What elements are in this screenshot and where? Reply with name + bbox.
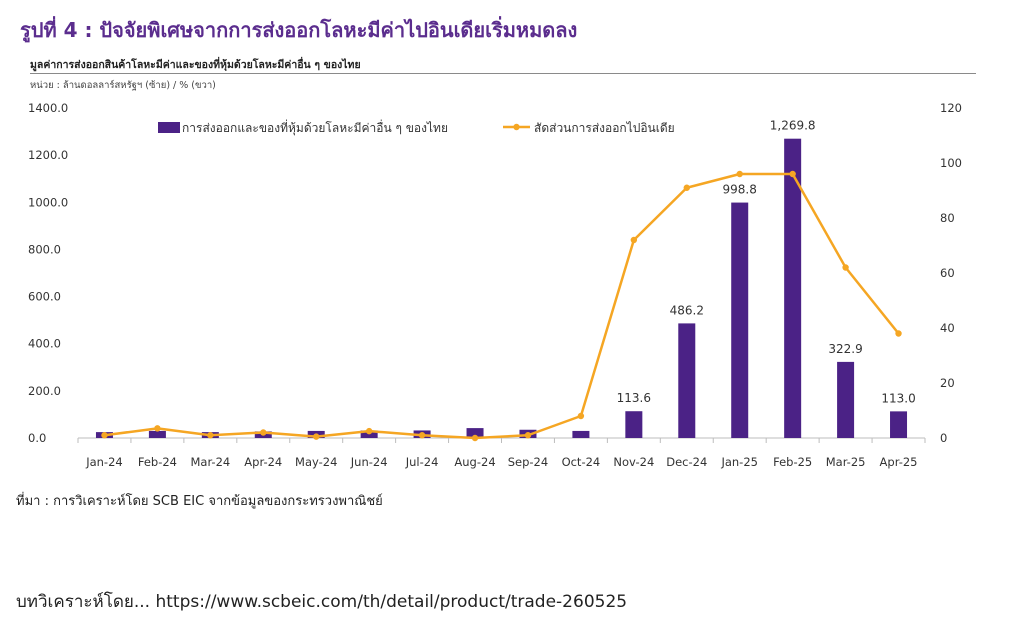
- bar: [731, 202, 749, 438]
- y-left-tick-label: 600.0: [28, 290, 61, 304]
- line-point: [471, 434, 479, 442]
- x-tick-label: Mar-24: [190, 455, 230, 469]
- line-point: [524, 432, 532, 439]
- x-tick-label: Sep-24: [508, 455, 548, 469]
- line-point: [842, 264, 849, 271]
- bar-series: [95, 138, 908, 438]
- data-labels: 113.6 486.2 998.8 1,269.8 322.9 113.0: [617, 119, 916, 406]
- series-line: [104, 172, 900, 440]
- y-left-tick-label: 1200.0: [28, 148, 68, 162]
- data-label: 113.0: [881, 391, 915, 405]
- line-point: [154, 425, 161, 432]
- y-right-tick-label: 20: [940, 376, 955, 390]
- x-tick-label: Apr-25: [880, 455, 918, 469]
- y-left-tick-label: 800.0: [28, 242, 61, 256]
- x-tick-label: Jan-25: [720, 455, 758, 469]
- divider: [30, 73, 976, 74]
- line-point: [683, 184, 690, 191]
- bar: [148, 430, 166, 438]
- y-left-tick-label: 200.0: [28, 384, 61, 398]
- y-left-tick-label: 1400.0: [28, 101, 68, 115]
- x-tick-label: Jan-24: [85, 455, 123, 469]
- y-right-tick-label: 40: [940, 321, 955, 335]
- data-label: 998.8: [723, 183, 757, 197]
- bar: [625, 411, 643, 438]
- x-tick-label: Mar-25: [826, 455, 866, 469]
- x-tick-label: Dec-24: [666, 455, 707, 469]
- footer-link[interactable]: บทวิเคราะห์โดย... https://www.scbeic.com…: [16, 592, 628, 612]
- x-tick-label: Apr-24: [244, 455, 282, 469]
- data-label: 486.2: [670, 303, 704, 317]
- y-right-tick-label: 60: [940, 266, 955, 280]
- bar: [466, 428, 484, 438]
- y-right-tick-label: 100: [940, 156, 962, 170]
- unit-label: หน่วย : ล้านดอลลาร์สหรัฐฯ (ซ้าย) / % (ขว…: [30, 80, 216, 91]
- axes: 0.0 200.0 400.0 600.0 800.0 1000.0 1200.0 1400.…: [28, 101, 962, 469]
- x-tick-label: Aug-24: [454, 455, 495, 469]
- legend-swatch-marker: [513, 123, 520, 131]
- line-point: [260, 429, 267, 436]
- chart: 0.0 200.0 400.0 600.0 800.0 1000.0 1200.0 1400.…: [28, 101, 962, 469]
- line-series: [101, 170, 902, 442]
- bar: [890, 411, 908, 438]
- line-point: [101, 432, 108, 439]
- bar: [784, 138, 802, 438]
- source-note: ที่มา : การวิเคราะห์โดย SCB EIC จากข้อมู…: [16, 494, 383, 509]
- legend: การส่งออกและของที่หุ้มด้วยโลหะมีค่าอื่น …: [158, 119, 675, 136]
- line-point: [630, 236, 638, 244]
- data-label: 1,269.8: [770, 119, 816, 133]
- y-right-tick-label: 0: [940, 431, 947, 445]
- bar: [678, 323, 696, 438]
- y-left-tick-label: 0.0: [28, 431, 46, 445]
- line-point: [736, 170, 743, 178]
- line-point: [789, 170, 796, 178]
- data-label: 322.9: [828, 342, 862, 356]
- y-right-tick-label: 80: [940, 211, 955, 225]
- line-point: [418, 432, 426, 439]
- bar: [572, 430, 590, 438]
- line-point: [313, 433, 320, 440]
- line-point: [895, 330, 902, 337]
- x-tick-label: Jun-24: [350, 455, 388, 469]
- line-point: [365, 427, 373, 435]
- page-title: รูปที่ 4 : ปัจจัยพิเศษจากการส่งออกโลหะมี…: [20, 18, 578, 42]
- chart-subtitle: มูลค่าการส่งออกสินค้าโลหะมีค่าและของที่ห…: [30, 59, 361, 71]
- bar: [837, 361, 855, 438]
- line-point: [207, 432, 214, 439]
- legend-label-bar: การส่งออกและของที่หุ้มด้วยโลหะมีค่าอื่น …: [182, 119, 448, 136]
- x-tick-label: Nov-24: [613, 455, 654, 469]
- x-tick-label: May-24: [295, 455, 337, 469]
- legend-label-line: สัดส่วนการส่งออกไปอินเดีย: [534, 121, 675, 135]
- y-right-tick-label: 120: [940, 101, 962, 115]
- data-label: 113.6: [617, 391, 651, 405]
- x-tick-label: Feb-25: [773, 455, 812, 469]
- line-point: [577, 412, 585, 420]
- x-tick-label: Jul-24: [405, 455, 439, 469]
- y-left-tick-label: 1000.0: [28, 195, 68, 209]
- x-tick-label: Oct-24: [562, 455, 601, 469]
- legend-swatch-bar: [158, 122, 180, 133]
- y-left-tick-label: 400.0: [28, 337, 61, 351]
- x-tick-label: Feb-24: [138, 455, 177, 469]
